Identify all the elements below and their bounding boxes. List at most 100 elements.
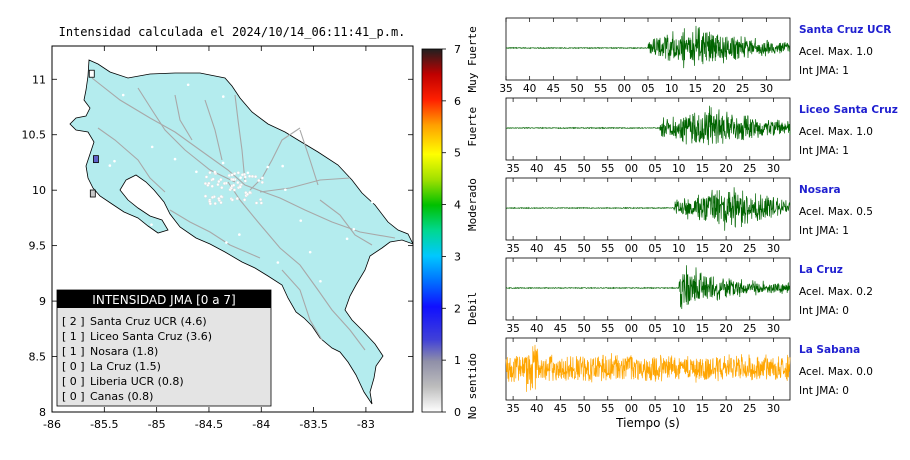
seismogram-tick-label: 40 — [523, 83, 536, 95]
station-acel: Acel. Max. 1.0 — [799, 46, 873, 58]
seismogram-tick-label: 15 — [696, 163, 709, 175]
town-marker — [250, 174, 254, 178]
town-marker — [222, 181, 226, 185]
town-marker — [243, 175, 247, 179]
town-marker — [281, 164, 284, 168]
colorbar-label: Muy Fuerte — [466, 26, 479, 92]
colorbar-label: No sentido — [466, 353, 479, 419]
seismogram-tick-label: 00 — [625, 243, 638, 255]
town-marker — [219, 178, 223, 182]
town-marker — [193, 283, 196, 286]
seismogram-tick-label: 05 — [648, 163, 661, 175]
town-marker — [246, 171, 250, 175]
station-jma: Int JMA: 1 — [799, 145, 849, 157]
seismogram-tick-label: 05 — [648, 323, 661, 335]
road — [204, 99, 223, 161]
colorbar-tick-label: 5 — [454, 147, 461, 160]
legend-entry: Liceo Santa Cruz (3.6) — [90, 330, 212, 343]
colorbar-tick-label: 3 — [454, 250, 461, 263]
town-marker — [207, 181, 211, 185]
colorbar-tick-label: 4 — [454, 199, 461, 212]
map-y-tick-label: 8.5 — [29, 351, 47, 364]
seismogram-tick-label: 45 — [554, 243, 567, 255]
town-marker — [346, 170, 350, 173]
legend-level: [ 0 ] — [62, 390, 85, 403]
seismogram-panel: 35 40 45 50 55 00 05 10 15 20 25 30 La Sabana Acel. M… — [505, 337, 873, 415]
seismogram-tick-label: 30 — [767, 243, 780, 255]
station-name: Santa Cruz UCR — [799, 24, 891, 36]
seismogram-tick-label: 55 — [601, 403, 614, 415]
seismogram-tick-label: 55 — [601, 323, 614, 335]
seismogram-tick-label: 00 — [625, 163, 638, 175]
seismogram-tick-label: 45 — [554, 403, 567, 415]
town-marker — [235, 197, 239, 201]
town-marker — [210, 195, 215, 199]
road — [281, 269, 323, 341]
town-marker — [210, 184, 214, 188]
road — [249, 127, 301, 191]
town-marker — [220, 186, 224, 190]
station-acel: Acel. Max. 0.0 — [799, 366, 873, 378]
town-marker — [150, 223, 153, 226]
legend-entry: Santa Cruz UCR (4.6) — [90, 315, 207, 328]
station-jma: Int JMA: 0 — [799, 385, 849, 397]
seismogram-tick-label: 25 — [743, 243, 756, 255]
town-marker — [150, 145, 154, 149]
map-y-tick-label: 9 — [39, 295, 46, 308]
town-marker — [211, 177, 215, 181]
town-marker — [219, 194, 223, 199]
seismogram-tick-label: 10 — [672, 243, 685, 255]
seismogram-tick-label: 30 — [767, 163, 780, 175]
colorbar-tick-label: 1 — [454, 354, 461, 367]
colorbar-tick-label: 2 — [454, 302, 461, 315]
legend-level: [ 2 ] — [62, 315, 85, 328]
seismogram-trace — [505, 187, 791, 231]
road-network — [91, 77, 396, 351]
town-marker — [254, 201, 259, 205]
town-marker — [240, 173, 244, 177]
station-marker — [89, 189, 96, 198]
town-marker — [173, 157, 177, 161]
map-x-tick-label: -83 — [357, 418, 375, 431]
station-acel: Acel. Max. 0.5 — [799, 206, 873, 218]
town-marker — [184, 278, 187, 281]
seismogram-tick-label: 10 — [672, 403, 685, 415]
town-marker — [163, 241, 167, 245]
road — [169, 209, 261, 259]
seismogram-tick-label: 10 — [672, 323, 685, 335]
seismogram-panel: 35 40 45 50 55 00 05 10 15 20 25 30 Santa Cruz UCR Ac… — [499, 17, 891, 95]
town-marker — [319, 279, 322, 283]
legend-entry: Canas (0.8) — [90, 390, 153, 403]
map-panel: -86 -85.5 -85 -84.5 -84 -83.5 -83 8 8.5 9 9.5 10 10… — [22, 45, 414, 431]
station-jma: Int JMA: 0 — [799, 305, 849, 317]
seismogram-tick-label: 55 — [601, 243, 614, 255]
seismogram-tick-label: 50 — [577, 163, 590, 175]
town-marker — [230, 173, 234, 177]
town-marker — [259, 201, 263, 205]
road — [319, 199, 373, 246]
seismogram-xlabel: Tiempo (s) — [615, 416, 680, 430]
road — [91, 77, 396, 239]
seismogram-tick-label: 05 — [641, 83, 654, 95]
map-y-tick-label: 10.5 — [22, 129, 47, 142]
seismogram-trace — [505, 265, 791, 310]
seismogram-tick-label: 20 — [719, 323, 732, 335]
station-marker — [88, 69, 95, 78]
road — [259, 177, 351, 193]
seismogram-tick-label: 05 — [648, 243, 661, 255]
town-marker — [230, 198, 234, 202]
seismogram-tick-label: 55 — [594, 83, 607, 95]
town-marker — [238, 233, 241, 236]
town-marker — [208, 202, 212, 206]
station-jma: Int JMA: 1 — [799, 225, 849, 237]
seismogram-tick-label: 20 — [719, 163, 732, 175]
legend-level: [ 1 ] — [62, 330, 85, 343]
road — [227, 181, 366, 351]
seismogram-tick-label: 20 — [719, 243, 732, 255]
road — [174, 94, 193, 141]
seismogram-tick-label: 45 — [554, 163, 567, 175]
town-marker — [113, 159, 116, 163]
town-marker — [236, 171, 240, 175]
station-marker — [93, 155, 99, 164]
station-name: La Sabana — [799, 344, 860, 356]
